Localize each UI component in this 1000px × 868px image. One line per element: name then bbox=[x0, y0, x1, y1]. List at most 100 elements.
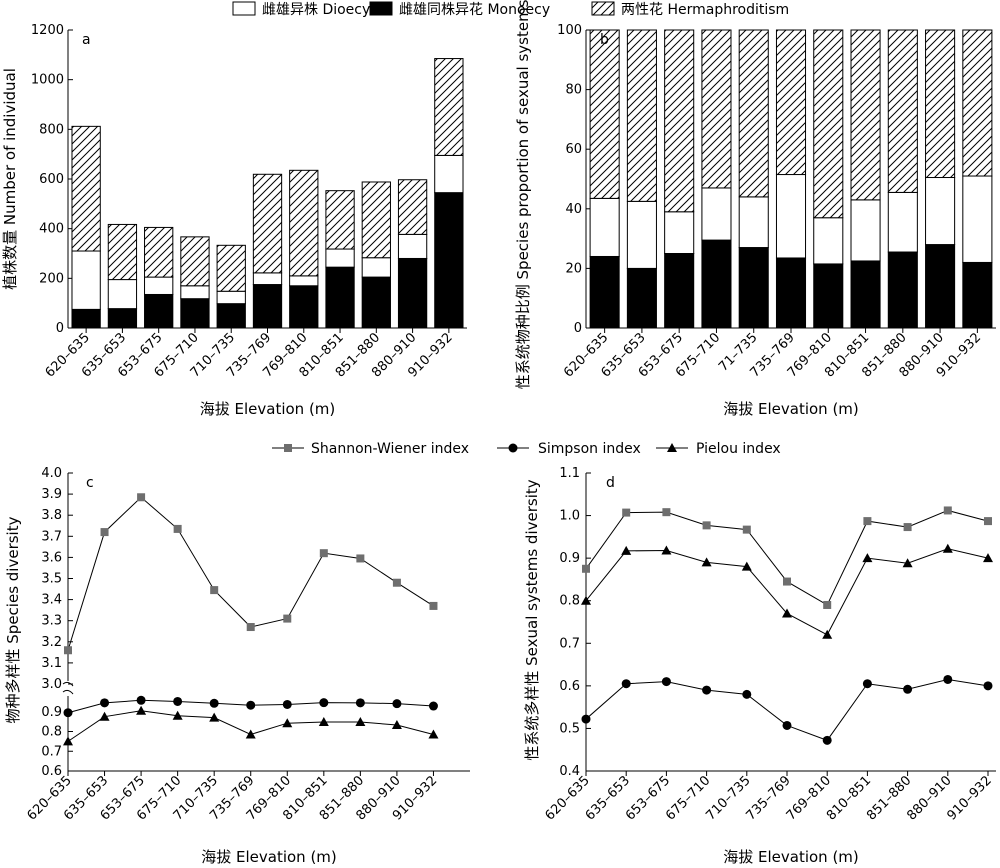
panel-a-y-tick-label: 800 bbox=[39, 122, 64, 137]
legend-top: 雌雄异株 Dioecy 雌雄同株异花 Monoecy 两性花 Hermaphro… bbox=[232, 1, 789, 18]
panel-a-bar-dioecy bbox=[252, 272, 283, 286]
panel-c-x-axis-title: 海拔 Elevation (m) bbox=[201, 848, 337, 866]
panel-b-bar-hermaphroditism bbox=[626, 29, 657, 202]
panel-d-point-pielou bbox=[782, 608, 792, 618]
panel-b-bar-dioecy bbox=[813, 217, 844, 265]
panel-d-y-tick-label: 0.4 bbox=[559, 764, 580, 779]
panel-b-bar-dioecy bbox=[626, 200, 657, 269]
panel-a-bar-hermaphroditism bbox=[180, 236, 210, 287]
panel-a-bar-monoecy bbox=[361, 276, 391, 329]
panel-c-point-shannon bbox=[319, 549, 328, 558]
panel-b-bar-monoecy bbox=[962, 261, 993, 329]
panel-a-bar-dioecy bbox=[107, 279, 138, 310]
panel-a-bar-monoecy bbox=[325, 266, 355, 329]
panel-c-point-shannon bbox=[246, 623, 255, 632]
panel-a-bar-monoecy bbox=[397, 257, 428, 329]
panel-c-point-shannon bbox=[283, 614, 292, 623]
panel-a-bar-hermaphroditism bbox=[216, 244, 246, 292]
panel-b-x-axis-title: 海拔 Elevation (m) bbox=[723, 400, 859, 418]
panel-a-bar-hermaphroditism bbox=[397, 179, 428, 235]
panel-b-bar-dioecy bbox=[887, 191, 918, 253]
panel-d-point-shannon bbox=[863, 517, 872, 526]
panel-b-y-tick-label: 60 bbox=[565, 142, 582, 157]
panel-d-point-pielou bbox=[862, 553, 873, 563]
panel-b-y-tick-label: 100 bbox=[557, 23, 582, 38]
panel-b-bar-hermaphroditism bbox=[962, 29, 993, 177]
panel-a-bar-hermaphroditism bbox=[325, 190, 355, 250]
panel-c-point-shannon bbox=[137, 493, 146, 502]
panel-b-y-tick-label: 40 bbox=[565, 202, 582, 217]
panel-d-point-shannon bbox=[903, 523, 912, 532]
panel-c-point-simpson bbox=[209, 698, 219, 708]
panel-a-bar-hermaphroditism bbox=[434, 58, 464, 156]
panel-b-bar-monoecy bbox=[738, 247, 769, 329]
panel-b-bar-hermaphroditism bbox=[589, 29, 620, 199]
panel-b-bar-monoecy bbox=[775, 257, 807, 329]
panel-a-bar-dioecy bbox=[180, 285, 210, 300]
panel-d-point-pielou bbox=[701, 557, 712, 567]
panel-b-bar-monoecy bbox=[925, 244, 956, 329]
panel-a-bar-monoecy bbox=[289, 285, 319, 329]
panel-a-bar-hermaphroditism bbox=[252, 173, 283, 274]
panel-a-y-tick-label: 0 bbox=[56, 321, 64, 336]
panel-a-bar-dioecy bbox=[397, 233, 428, 259]
legend-marker-pielou bbox=[667, 443, 677, 452]
panel-d: 0.40.50.60.70.80.91.01.1620–635635–65365… bbox=[523, 466, 996, 866]
panel-a-bar-monoecy bbox=[144, 293, 174, 329]
panel-c-point-pielou bbox=[99, 711, 110, 721]
panel-c-point-pielou bbox=[63, 736, 73, 746]
panel-c-point-simpson bbox=[392, 699, 402, 709]
panel-a: 020040060080010001200620–635635–653653–6… bbox=[1, 23, 467, 418]
panel-b-bar-dioecy bbox=[738, 196, 769, 249]
panel-b-bar-dioecy bbox=[775, 174, 807, 259]
panel-d-point-pielou bbox=[661, 545, 672, 555]
panel-d-point-simpson bbox=[782, 720, 792, 730]
panel-b-bar-hermaphroditism bbox=[813, 29, 844, 219]
panel-c-y-tick-label: 4.0 bbox=[41, 466, 62, 481]
panel-d-y-tick-label: 0.9 bbox=[559, 551, 580, 566]
panel-c-y-tick-label: 0.8 bbox=[41, 725, 62, 740]
panel-c-y-tick-label: 3.8 bbox=[41, 508, 62, 523]
panel-b-bar-dioecy bbox=[850, 199, 881, 262]
panel-c-y-axis-title: 物种多样性 Species diversity bbox=[4, 516, 22, 723]
panel-b-bar-monoecy bbox=[887, 251, 918, 329]
panel-d-line-pielou bbox=[585, 548, 989, 636]
panel-d-point-shannon bbox=[702, 521, 711, 530]
panel-d-line-shannon bbox=[585, 509, 989, 606]
panel-d-point-shannon bbox=[823, 600, 832, 609]
panel-c-point-simpson bbox=[319, 698, 329, 708]
panel-b-bar-monoecy bbox=[626, 267, 657, 329]
panel-c-point-pielou bbox=[355, 717, 366, 727]
panel-c-y-tick-label: 0.9 bbox=[41, 705, 62, 720]
panel-d-point-pielou bbox=[942, 543, 953, 553]
panel-d-point-simpson bbox=[903, 684, 913, 694]
panel-b-bar-monoecy bbox=[813, 263, 844, 329]
panel-a-bar-monoecy bbox=[71, 308, 101, 329]
panel-d-point-pielou bbox=[983, 553, 993, 563]
legend-label-dioecy: 雌雄异株 Dioecy bbox=[262, 2, 370, 18]
panel-a-x-axis-title: 海拔 Elevation (m) bbox=[200, 400, 336, 418]
panel-d-x-tick-label: 910–932 bbox=[945, 773, 995, 823]
legend-label-shannon: Shannon-Wiener index bbox=[311, 441, 469, 457]
panel-a-y-axis-title: 植株数量 Number of individual bbox=[1, 68, 19, 290]
panel-b: 020406080100620–635635–653653–675675–710… bbox=[514, 0, 996, 418]
panel-c-point-shannon bbox=[100, 528, 109, 537]
panel-c-point-pielou bbox=[318, 717, 329, 727]
panel-c-point-simpson bbox=[173, 696, 183, 706]
panel-a-bar-monoecy bbox=[252, 284, 283, 329]
panel-a-bar-hermaphroditism bbox=[144, 226, 174, 278]
panel-c-point-pielou bbox=[428, 729, 439, 739]
panel-d-point-pielou bbox=[581, 595, 591, 605]
panel-d-point-pielou bbox=[902, 558, 913, 568]
panel-a-bar-monoecy bbox=[107, 308, 138, 329]
panel-c-point-shannon bbox=[429, 601, 438, 610]
panel-a-bar-dioecy bbox=[71, 250, 101, 310]
panel-b-bar-monoecy bbox=[664, 253, 695, 329]
panel-d-point-simpson bbox=[983, 681, 993, 691]
panel-c-point-pielou bbox=[136, 705, 147, 715]
panel-d-y-tick-label: 1.1 bbox=[559, 466, 580, 481]
panel-c-y-tick-label: 3.5 bbox=[41, 572, 62, 587]
panel-c-y-tick-label: 0.6 bbox=[41, 764, 62, 779]
panel-b-bar-hermaphroditism bbox=[850, 29, 881, 201]
